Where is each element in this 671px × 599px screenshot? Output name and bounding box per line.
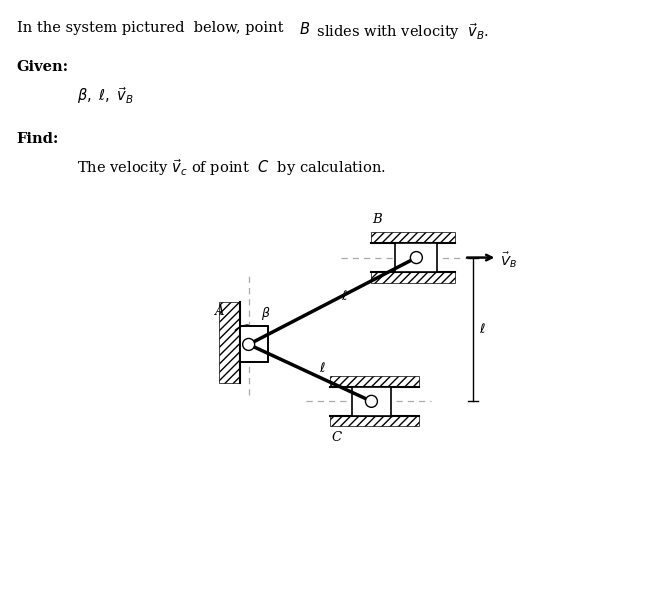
Text: A: A (215, 305, 224, 319)
Text: $\vec{V}_B$: $\vec{V}_B$ (500, 251, 517, 270)
Bar (240, 326, 253, 362)
Text: In the system pictured  below, point: In the system pictured below, point (17, 21, 288, 35)
Text: $\ell$: $\ell$ (319, 361, 326, 375)
Text: B: B (372, 213, 382, 226)
Circle shape (411, 252, 422, 264)
Circle shape (243, 338, 254, 350)
Bar (372, 232, 456, 243)
Text: C: C (332, 431, 342, 444)
Bar (372, 272, 456, 283)
Text: $\ell$: $\ell$ (479, 322, 486, 337)
Bar (219, 302, 240, 383)
Bar (395, 243, 437, 272)
Text: $\beta$: $\beta$ (260, 305, 270, 322)
Bar (352, 387, 391, 416)
Text: Find:: Find: (17, 132, 59, 146)
Text: $\beta,\ \ell,\ \vec{v}_B$: $\beta,\ \ell,\ \vec{v}_B$ (77, 85, 134, 106)
Bar (240, 326, 268, 362)
Text: $B$: $B$ (299, 21, 310, 37)
Text: $\ell$: $\ell$ (342, 289, 348, 303)
Bar (329, 376, 419, 387)
Text: slides with velocity  $\vec{v}_B$.: slides with velocity $\vec{v}_B$. (312, 21, 489, 42)
Bar (240, 326, 268, 362)
Text: The velocity $\vec{v}_c$ of point  $C$  by calculation.: The velocity $\vec{v}_c$ of point $C$ by… (77, 157, 386, 178)
Text: Given:: Given: (17, 60, 69, 74)
Bar (329, 416, 419, 426)
Circle shape (366, 395, 377, 407)
